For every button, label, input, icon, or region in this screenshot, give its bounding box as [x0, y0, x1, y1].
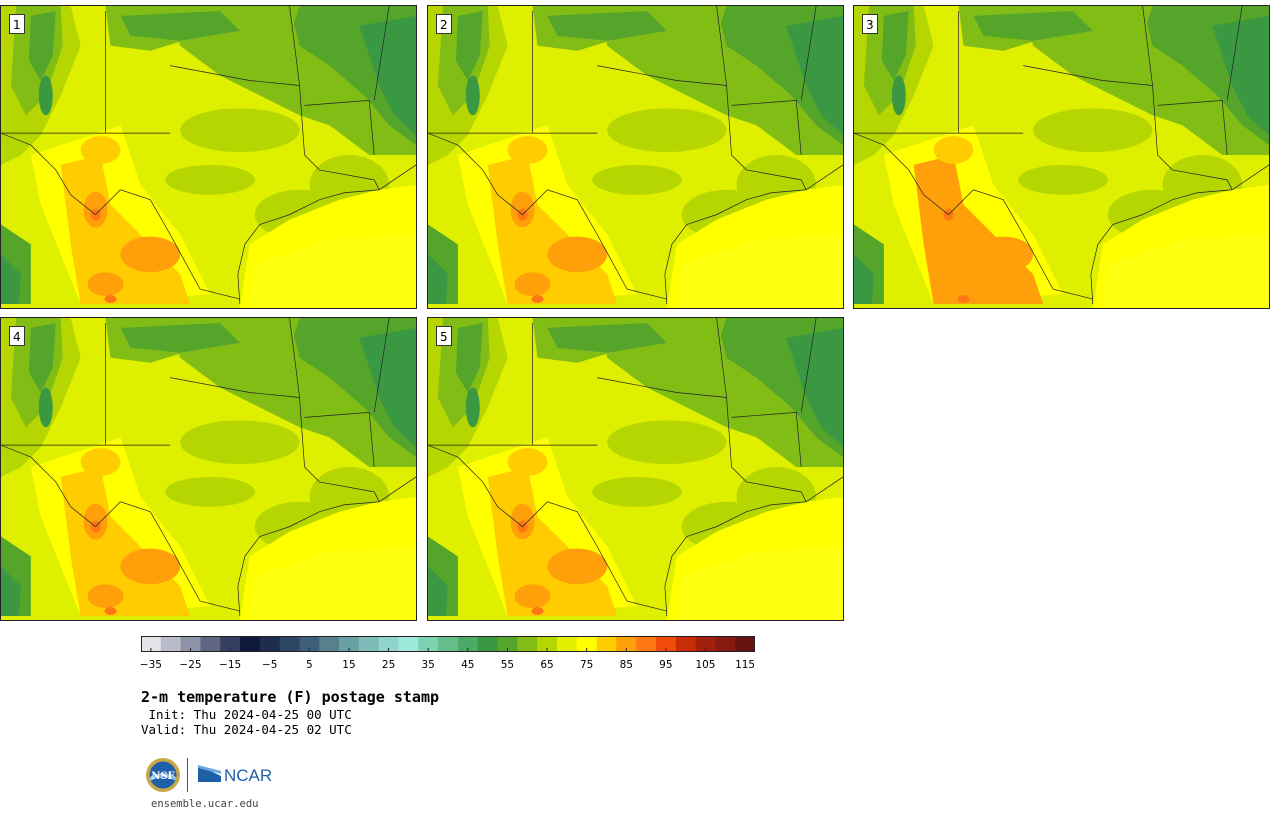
colorbar-swatches	[141, 636, 755, 652]
member-label: 4	[9, 326, 25, 346]
member-label: 3	[862, 14, 878, 34]
colorbar-swatch	[477, 636, 499, 652]
colorbar-tick-label: 5	[306, 659, 313, 671]
colorbar-tick-label: −25	[179, 659, 202, 671]
stamp-panel-3: 3	[853, 5, 1270, 309]
member-label: 2	[436, 14, 452, 34]
colorbar-swatch	[616, 636, 637, 652]
site-url: ensemble.ucar.edu	[151, 798, 259, 810]
temperature-map	[428, 6, 843, 308]
colorbar-tick-labels: −35 −25 −15 −5 5 15 25 35 45 55 65 75 85 95 105 115	[139, 659, 756, 673]
colorbar-swatch	[497, 636, 518, 652]
colorbar-tick-label: −35	[139, 659, 162, 671]
colorbar-tick-label: 105	[695, 659, 716, 671]
colorbar-swatch	[180, 636, 202, 652]
colorbar-swatch	[438, 636, 459, 652]
colorbar-tick-label: 115	[735, 659, 756, 671]
logo-divider	[187, 758, 188, 792]
stamp-panel-1: 1	[0, 5, 417, 309]
colorbar-swatch	[596, 636, 617, 652]
colorbar-swatch	[200, 636, 221, 652]
ncar-logo: NCAR	[198, 765, 272, 785]
colorbar-swatch	[655, 636, 677, 652]
colorbar-swatch	[735, 636, 755, 652]
colorbar-swatch	[378, 636, 400, 652]
colorbar-swatch	[299, 636, 320, 652]
colorbar-tick-label: 45	[461, 659, 475, 671]
stamp-panel-2: 2	[427, 5, 844, 309]
colorbar-swatch	[259, 636, 281, 652]
colorbar-swatch	[695, 636, 716, 652]
svg-text:NSF: NSF	[151, 771, 174, 782]
colorbar-swatch	[556, 636, 578, 652]
colorbar-swatch	[279, 636, 301, 652]
colorbar-swatch	[517, 636, 538, 652]
valid-time: Valid: Thu 2024-04-25 02 UTC	[141, 722, 352, 737]
colorbar-swatch	[636, 636, 657, 652]
colorbar-swatch	[675, 636, 697, 652]
temperature-map	[1, 6, 416, 308]
colorbar-tick-label: 35	[421, 659, 435, 671]
colorbar-swatch	[457, 636, 479, 652]
colorbar-tick-label: −15	[219, 659, 242, 671]
colorbar-swatch	[339, 636, 360, 652]
colorbar-swatch	[715, 636, 736, 652]
colorbar-swatch	[319, 636, 340, 652]
colorbar-tick-label: 85	[619, 659, 633, 671]
colorbar-swatch	[418, 636, 439, 652]
colorbar-tick-label: 65	[540, 659, 554, 671]
stamp-panel-4: 4	[0, 317, 417, 621]
member-label: 5	[436, 326, 452, 346]
temperature-map	[854, 6, 1269, 308]
nsf-logo: NSF	[146, 758, 180, 792]
svg-text:NCAR: NCAR	[224, 766, 272, 785]
colorbar-tick-label: 95	[659, 659, 673, 671]
colorbar-tick-label: 55	[500, 659, 515, 671]
init-time: Init: Thu 2024-04-25 00 UTC	[141, 707, 352, 722]
colorbar-tick-label: 25	[381, 659, 396, 671]
colorbar-swatch	[240, 636, 261, 652]
plot-title: 2-m temperature (F) postage stamp	[141, 688, 440, 706]
colorbar-swatch	[220, 636, 241, 652]
colorbar-swatch	[358, 636, 380, 652]
colorbar-swatch	[141, 636, 162, 652]
colorbar-tick-label: 75	[579, 659, 594, 671]
colorbar	[141, 636, 755, 652]
colorbar-swatch	[576, 636, 598, 652]
colorbar-swatch	[160, 636, 182, 652]
temperature-map	[428, 318, 843, 620]
colorbar-tick-label: −5	[261, 659, 278, 671]
colorbar-tick-label: 15	[342, 659, 356, 671]
stamp-panel-5: 5	[427, 317, 844, 621]
member-label: 1	[9, 14, 25, 34]
temperature-map	[1, 318, 416, 620]
colorbar-swatch	[537, 636, 558, 652]
colorbar-swatch	[398, 636, 419, 652]
